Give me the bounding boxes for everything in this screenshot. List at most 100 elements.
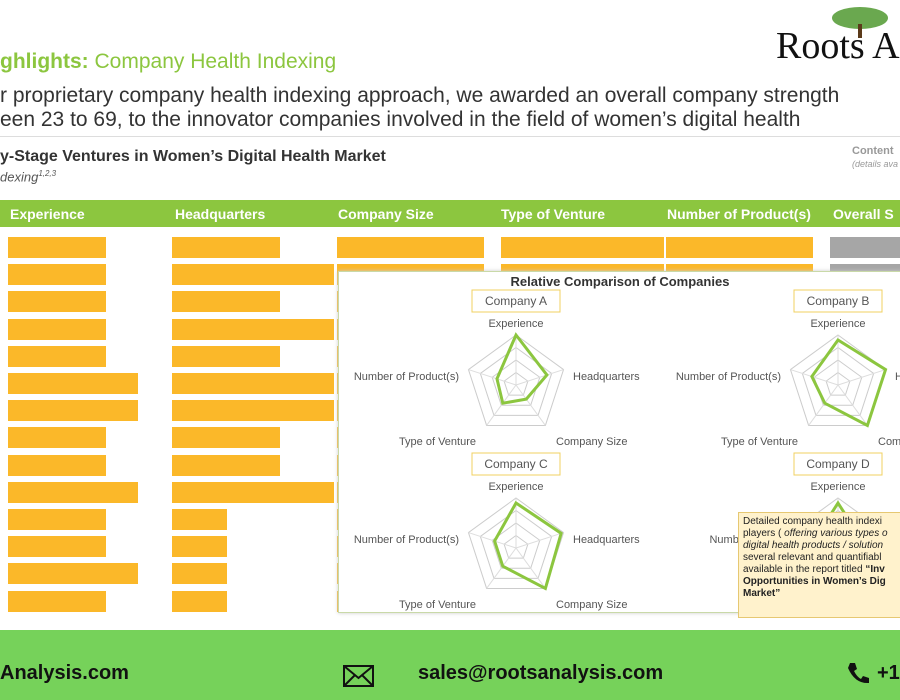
radar-grid (503, 371, 529, 396)
axis-label: Number of Product(s) (676, 371, 781, 383)
subtitle-line: r proprietary company health indexing ap… (0, 84, 840, 107)
radar-spoke (790, 369, 839, 386)
phone-icon (848, 663, 869, 684)
score-bar (172, 264, 334, 286)
logo: Roots A (776, 25, 900, 67)
axis-label: Type of Venture (399, 436, 476, 448)
axis-label: Company Size (556, 436, 628, 448)
details-label: (details ava (852, 159, 899, 169)
column-header: Number of Product(s) (667, 206, 811, 222)
radar-grid (813, 359, 863, 406)
score-bar (8, 454, 106, 476)
score-bar (172, 481, 334, 503)
company-label-box (793, 452, 883, 476)
title-text: Company Health Indexing (94, 50, 337, 73)
radar-spoke (486, 547, 517, 589)
table-subtitle: dexing1,2,3 (0, 169, 56, 184)
note-bold: “Inv Opportunities in Women’s Dig Market… (743, 564, 886, 599)
logo-tree (832, 7, 888, 38)
radar-grid (467, 497, 565, 589)
radar-spoke (515, 532, 564, 549)
axis-label: Experience (810, 318, 865, 330)
company-label-box (471, 452, 561, 476)
axis-label: Experience (810, 481, 865, 493)
company-label: Company C (484, 457, 548, 471)
score-bar (8, 481, 138, 503)
score-bar (172, 237, 280, 258)
divider (0, 136, 900, 137)
score-bar (172, 400, 334, 422)
column-header: Experience (10, 206, 85, 222)
score-bar (172, 454, 280, 476)
radar-grid (479, 346, 553, 416)
radar-grid (801, 346, 875, 416)
note-box: Detailed company health indexi players (… (738, 512, 900, 618)
radar-spoke (837, 369, 886, 386)
axis-label: Headquarters (573, 534, 640, 546)
table-subtitle-text: dexing (0, 169, 39, 185)
company-label: Company A (485, 294, 547, 308)
company-label-box (793, 289, 883, 313)
score-bar (172, 536, 227, 558)
radar-grid (491, 359, 541, 406)
radar-grid (467, 334, 565, 426)
content-label: Content (852, 145, 894, 157)
score-bar (8, 264, 106, 286)
radar-grid (503, 534, 529, 559)
axis-label: Company Size (556, 599, 628, 611)
score-bar (8, 427, 106, 449)
score-bar (8, 563, 138, 585)
note-italic: offering various types o digital health … (743, 528, 888, 551)
score-bar (172, 590, 227, 612)
score-bar (8, 237, 106, 258)
score-bar (8, 509, 106, 530)
footer (0, 630, 900, 700)
score-bar (8, 318, 106, 340)
score-bar (172, 345, 280, 367)
radar-spoke (486, 384, 517, 426)
score-bar (172, 509, 227, 530)
axis-label: Number of Product(s) (354, 534, 459, 546)
radar-spoke (515, 369, 564, 386)
axis-label: Type of Venture (399, 599, 476, 611)
company-label-box (471, 289, 561, 313)
subtitle-line: een 23 to 69, to the innovator companies… (0, 108, 801, 131)
score-bar (172, 318, 334, 340)
radar-spoke (837, 384, 868, 426)
score-bar (501, 237, 664, 258)
column-header: Type of Venture (501, 206, 605, 222)
footer-phone: +1 (877, 662, 900, 684)
title-prefix: ghlights: (0, 50, 89, 73)
footnote-ref: 1,2,3 (38, 169, 57, 178)
axis-label: Number of Product(s) (354, 371, 459, 383)
score-bar (8, 400, 138, 422)
table-header (0, 200, 900, 227)
score-bar (172, 373, 334, 394)
company-label: Company D (806, 457, 870, 471)
radar-shape (810, 337, 888, 428)
axis-label: Experience (488, 481, 543, 493)
note-text: several relevant and quantifiabl availab… (743, 552, 882, 575)
axis-label: Headquarters (573, 371, 640, 383)
axis-label: Experience (488, 318, 543, 330)
footer-email: sales@rootsanalysis.com (418, 662, 664, 684)
popup-title: Relative Comparison of Companies (511, 274, 730, 289)
radar-spoke (468, 369, 517, 386)
axis-label: Type of Venture (721, 436, 798, 448)
radar-grid (825, 371, 851, 396)
score-bar (8, 345, 106, 367)
note-text: Detailed company health indexi players ( (743, 516, 882, 539)
column-header: Company Size (338, 206, 434, 222)
radar-spoke (515, 384, 546, 426)
score-bar (8, 291, 106, 313)
radar-spoke (808, 384, 839, 426)
score-bar (337, 237, 484, 258)
company-label: Company B (807, 294, 870, 308)
score-bar (8, 373, 138, 394)
score-bar (172, 563, 227, 585)
mail-icon (343, 665, 374, 687)
radar-shape (492, 500, 563, 591)
score-bar (8, 590, 106, 612)
title: ghlights: Company Health Indexing (0, 50, 336, 74)
